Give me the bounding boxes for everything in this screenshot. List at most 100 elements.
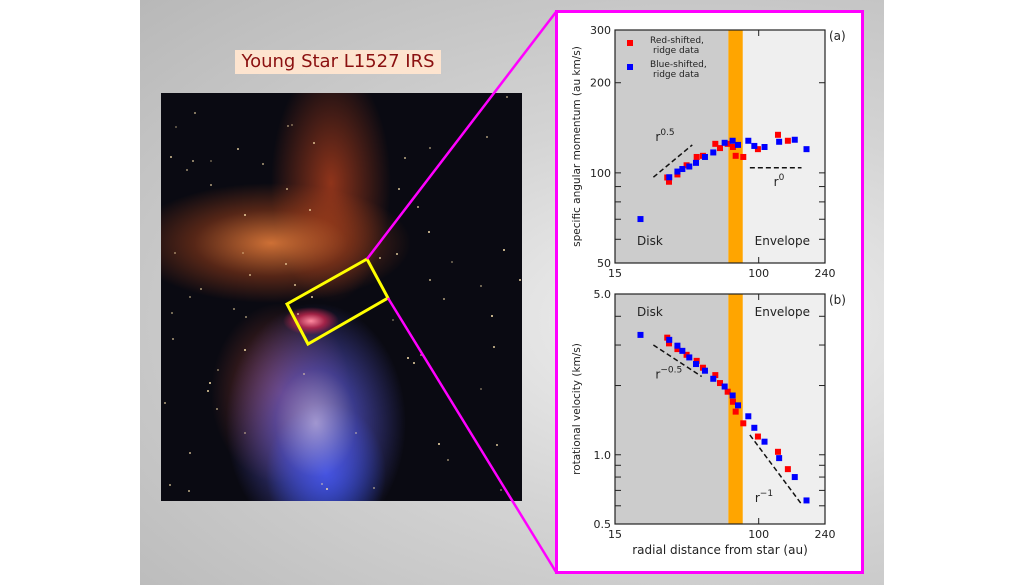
y-tick-label: 100 [590,167,611,180]
star [173,251,176,254]
star [443,297,446,300]
disk-label: Disk [637,305,663,319]
envelope-region [742,294,825,524]
star [287,125,290,128]
star [216,369,219,372]
star [427,230,430,233]
star [450,261,453,264]
star [311,296,314,299]
y-tick-label: 50 [597,257,611,270]
star [479,387,482,390]
blue-shifted-point [776,455,783,462]
blue-shifted-point [666,336,673,343]
blue-shifted-point [751,424,758,431]
star [419,353,422,356]
guide-base: r [755,491,760,505]
star [208,382,211,385]
y-tick-label: 1.0 [594,449,612,462]
panel-label: (b) [829,293,846,307]
red-shifted-point [724,388,731,395]
red-shifted-point [784,137,791,144]
star [236,147,239,150]
red-shifted-point [693,153,700,160]
blue-shifted-point [745,413,752,420]
disk-label: Disk [637,234,663,248]
y-tick-label: 0.5 [594,518,612,531]
star [285,263,288,266]
panel-label: (a) [829,29,846,43]
blue-shifted-point [710,149,717,156]
y-tick-label: 200 [590,77,611,90]
star [406,356,409,359]
star [447,458,450,461]
red-shifted-point [774,448,781,455]
blue-shifted-point [721,383,728,390]
y-axis-label: specific angular momentum (au km/s) [571,46,583,247]
star [241,252,244,255]
red-shifted-point [717,380,723,387]
blue-shifted-point [692,361,699,368]
blue-shifted-point [692,159,699,166]
blue-shifted-point [637,331,644,338]
star [373,486,376,489]
image-title: Young Star L1527 IRS [235,50,441,74]
star [416,205,419,208]
red-shifted-point [674,346,681,353]
star [313,142,316,145]
x-tick-label: 240 [815,528,836,541]
red-shifted-point [712,140,719,147]
star [506,95,509,98]
star [285,187,288,190]
star [392,319,395,322]
star [493,345,496,348]
star [171,312,174,315]
star [189,451,192,454]
x-tick-label: 100 [748,528,769,541]
blue-shifted-point [674,168,681,175]
x-tick-label: 15 [608,528,622,541]
star [403,157,406,160]
red-shifted-point [732,408,739,415]
star [495,444,498,447]
red-shifted-point [665,340,672,347]
y-tick-label: 5.0 [594,288,612,301]
blue-shifted-point [721,139,728,146]
blue-shifted-point [679,347,686,354]
star [174,126,177,129]
star [500,488,503,491]
star [503,248,506,251]
star [303,372,306,375]
star [168,484,171,487]
plot-border [614,29,826,264]
guide-base: r [655,130,660,144]
star [171,337,174,340]
guide-exponent: −1 [760,489,773,499]
star [169,156,172,158]
star [193,112,196,115]
star [262,162,265,165]
star [518,279,521,282]
blue-shifted-point [729,137,736,144]
star [294,283,297,286]
star [485,135,488,138]
blue-shifted-point [729,392,736,399]
guide-exponent: 0.5 [660,128,674,138]
blue-shifted-point [776,138,783,145]
y-tick-label: 300 [590,24,611,37]
red-shifted-point [717,145,723,152]
blue-shifted-point [686,354,693,361]
red-shifted-point [729,398,736,405]
star [210,184,213,187]
guide-exponent: 0 [779,173,785,183]
star [321,482,324,485]
blue-shifted-point [751,142,758,149]
envelope-label: Envelope [755,234,810,248]
envelope-label: Envelope [755,305,810,319]
plot-border [614,293,826,525]
star [188,296,191,299]
blue-shifted-point [686,163,693,170]
star [188,489,191,492]
star [249,273,252,276]
blue-shifted-point [803,497,810,504]
star [398,187,401,190]
